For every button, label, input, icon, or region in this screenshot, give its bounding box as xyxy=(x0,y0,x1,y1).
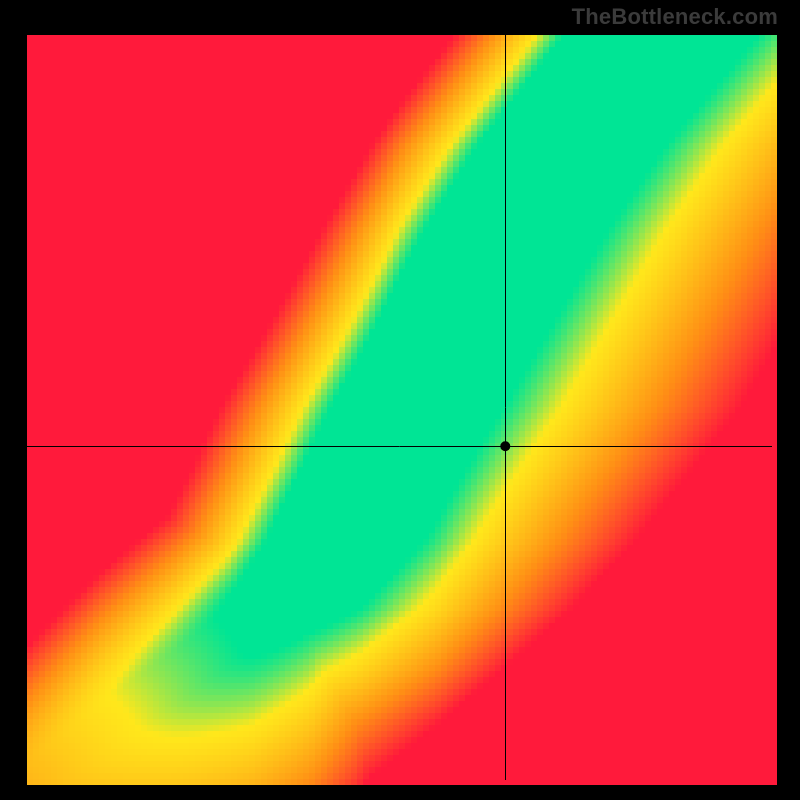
bottleneck-heatmap xyxy=(0,0,800,800)
watermark-text: TheBottleneck.com xyxy=(572,4,778,30)
